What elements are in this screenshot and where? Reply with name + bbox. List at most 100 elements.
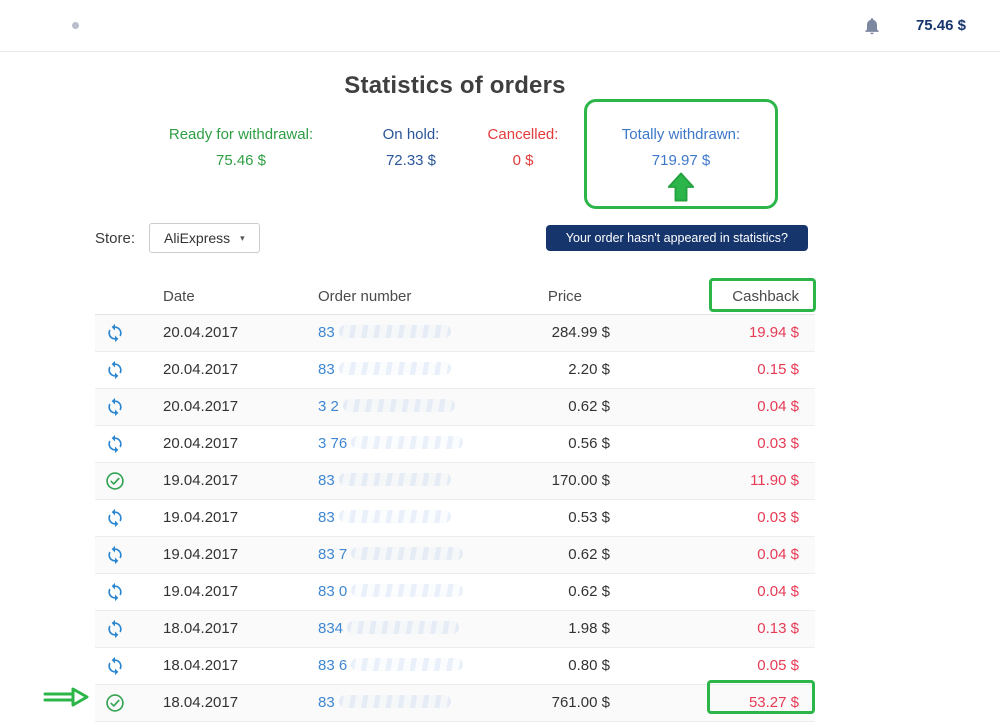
order-number-text: 834 bbox=[318, 620, 344, 637]
order-number-redaction bbox=[351, 436, 464, 449]
order-missing-help-button[interactable]: Your order hasn't appeared in statistics… bbox=[545, 225, 808, 251]
table-header-row: Date Order number Price Cashback bbox=[95, 280, 815, 315]
order-cashback: 0.03 $ bbox=[610, 425, 815, 463]
table-row: 18.04.2017 834 1.98 $ 0.13 $ bbox=[95, 610, 815, 648]
stat-label: Ready for withdrawal: bbox=[168, 126, 314, 143]
stat-cancelled: Cancelled: 0 $ bbox=[488, 126, 559, 169]
table-row: 19.04.2017 83 0.53 $ 0.03 $ bbox=[95, 499, 815, 537]
order-number-redaction bbox=[351, 658, 464, 671]
order-date: 20.04.2017 bbox=[135, 351, 285, 389]
order-cashback: 0.03 $ bbox=[610, 499, 815, 537]
order-price: 0.56 $ bbox=[485, 425, 610, 463]
order-date: 18.04.2017 bbox=[135, 647, 285, 685]
notifications-bell-icon[interactable] bbox=[862, 16, 882, 36]
table-row: 20.04.2017 83 2.20 $ 0.15 $ bbox=[95, 351, 815, 389]
order-date: 19.04.2017 bbox=[135, 536, 285, 574]
table-row: 20.04.2017 83 284.99 $ 19.94 $ bbox=[95, 314, 815, 352]
order-price: 170.00 $ bbox=[485, 462, 610, 500]
date-column-header: Date bbox=[135, 280, 285, 315]
order-number-link[interactable]: 83 bbox=[318, 509, 451, 526]
order-price: 0.62 $ bbox=[485, 536, 610, 574]
status-column-header bbox=[95, 280, 135, 315]
topbar: 75.46 $ bbox=[0, 0, 1000, 52]
table-row: 20.04.2017 3 2 0.62 $ 0.04 $ bbox=[95, 388, 815, 426]
order-cashback: 0.05 $ bbox=[610, 647, 815, 685]
main-content: Statistics of orders Ready for withdrawa… bbox=[95, 52, 815, 722]
store-dropdown[interactable]: AliExpress ▾ bbox=[149, 223, 260, 253]
balance[interactable]: 75.46 $ bbox=[915, 17, 966, 34]
order-price: 284.99 $ bbox=[485, 314, 610, 352]
stat-ready-for-withdrawal: Ready for withdrawal: 75.46 $ bbox=[169, 126, 313, 169]
topbar-right: 75.46 $ bbox=[862, 16, 980, 36]
store-dropdown-value: AliExpress bbox=[164, 230, 231, 246]
orders-tbody: 20.04.2017 83 284.99 $ 19.94 $ 20.04.201… bbox=[95, 314, 815, 722]
order-price: 0.53 $ bbox=[485, 499, 610, 537]
order-number-text: 83 7 bbox=[318, 546, 348, 563]
status-processing-sync-icon bbox=[105, 360, 125, 380]
order-number-redaction bbox=[351, 547, 464, 560]
order-date: 20.04.2017 bbox=[135, 388, 285, 426]
table-row: 19.04.2017 83 170.00 $ 11.90 $ bbox=[95, 462, 815, 500]
order-number-text: 83 bbox=[318, 509, 335, 526]
status-completed-check-icon bbox=[105, 693, 125, 713]
order-date: 19.04.2017 bbox=[135, 462, 285, 500]
order-number-redaction bbox=[338, 695, 451, 708]
order-number-text: 3 76 bbox=[318, 435, 348, 452]
status-processing-sync-icon bbox=[105, 508, 125, 528]
table-row: 20.04.2017 3 76 0.56 $ 0.03 $ bbox=[95, 425, 815, 463]
order-number-redaction bbox=[338, 473, 451, 486]
status-processing-sync-icon bbox=[105, 323, 125, 343]
order-cashback: 11.90 $ bbox=[610, 462, 815, 500]
order-cashback: 0.15 $ bbox=[610, 351, 815, 389]
table-row: 19.04.2017 83 7 0.62 $ 0.04 $ bbox=[95, 536, 815, 574]
status-processing-sync-icon bbox=[105, 545, 125, 565]
order-number-link[interactable]: 3 2 bbox=[318, 398, 455, 415]
order-number-link[interactable]: 83 6 bbox=[318, 657, 464, 674]
order-number-link[interactable]: 83 7 bbox=[318, 546, 464, 563]
order-number-text: 83 bbox=[318, 361, 335, 378]
order-price: 1.98 $ bbox=[485, 610, 610, 648]
store-label: Store: bbox=[95, 229, 136, 247]
order-date: 19.04.2017 bbox=[135, 573, 285, 611]
order-number-text: 83 6 bbox=[318, 657, 348, 674]
order-number-text: 83 bbox=[318, 694, 335, 711]
order-number-link[interactable]: 3 76 bbox=[318, 435, 464, 452]
order-number-link[interactable]: 83 bbox=[318, 324, 451, 341]
status-processing-sync-icon bbox=[105, 582, 125, 602]
order-cashback: 19.94 $ bbox=[610, 314, 815, 352]
order-cashback: 0.13 $ bbox=[610, 610, 815, 648]
order-number-text: 83 bbox=[318, 324, 335, 341]
table-row: 18.04.2017 83 6 0.80 $ 0.05 $ bbox=[95, 647, 815, 685]
table-row: 18.04.2017 83 761.00 $ 53.27 $ bbox=[95, 684, 815, 722]
order-number-redaction bbox=[342, 399, 455, 412]
orders-table: Date Order number Price Cashback 20.04.2… bbox=[95, 280, 815, 722]
order-number-link[interactable]: 83 bbox=[318, 694, 451, 711]
stat-label: On hold: bbox=[382, 126, 440, 143]
order-date: 19.04.2017 bbox=[135, 499, 285, 537]
logo bbox=[72, 22, 79, 29]
order-number-redaction bbox=[338, 325, 451, 338]
order-number-redaction bbox=[351, 584, 464, 597]
order-number-column-header: Order number bbox=[285, 280, 485, 315]
order-price: 0.62 $ bbox=[485, 573, 610, 611]
order-number-text: 3 2 bbox=[318, 398, 339, 415]
order-number-link[interactable]: 83 bbox=[318, 361, 451, 378]
order-number-link[interactable]: 834 bbox=[318, 620, 460, 637]
order-cashback: 0.04 $ bbox=[610, 573, 815, 611]
order-cashback: 0.04 $ bbox=[610, 388, 815, 426]
order-date: 18.04.2017 bbox=[135, 684, 285, 722]
order-number-link[interactable]: 83 0 bbox=[318, 583, 464, 600]
order-price: 0.80 $ bbox=[485, 647, 610, 685]
stat-label: Totally withdrawn: bbox=[621, 126, 741, 143]
stat-value: 719.97 $ bbox=[651, 152, 711, 169]
stat-label: Cancelled: bbox=[487, 126, 559, 143]
filter-row: Store: AliExpress ▾ Your order hasn't ap… bbox=[95, 222, 815, 254]
annotation-right-arrow-icon bbox=[42, 686, 90, 708]
order-cashback: 53.27 $ bbox=[610, 684, 815, 722]
order-number-redaction bbox=[338, 510, 451, 523]
table-row: 19.04.2017 83 0 0.62 $ 0.04 $ bbox=[95, 573, 815, 611]
stat-on-hold: On hold: 72.33 $ bbox=[383, 126, 440, 169]
price-column-header: Price bbox=[485, 280, 610, 315]
order-date: 18.04.2017 bbox=[135, 610, 285, 648]
order-number-link[interactable]: 83 bbox=[318, 472, 451, 489]
